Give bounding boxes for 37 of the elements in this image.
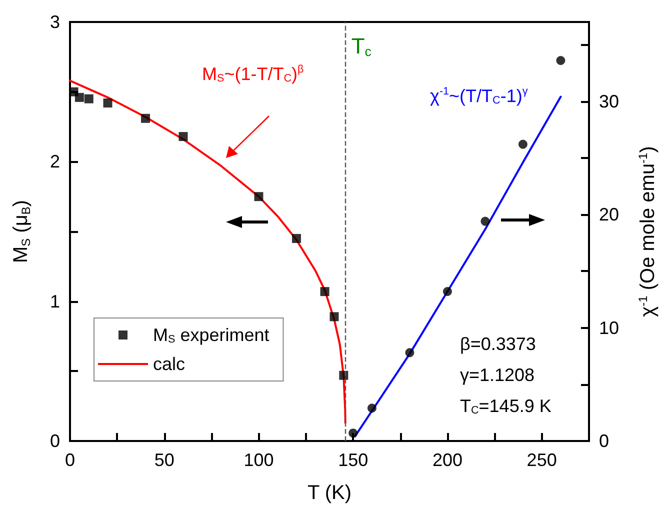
y2-axis-title: χ-1 (Oe mole emu-1) (636, 146, 659, 317)
y-axis-title: MS (μB) (10, 200, 33, 264)
point (140, 114, 150, 123)
x-tick-label: 200 (432, 450, 462, 470)
point (339, 370, 348, 380)
annotation: β=0.3373 (460, 334, 536, 354)
y2-tick-label: 20 (599, 204, 620, 225)
point (348, 428, 358, 438)
x-tick-label: 100 (244, 450, 274, 470)
point (84, 94, 94, 104)
y-tick-label: 1 (50, 291, 60, 312)
legend-label: calc (153, 354, 186, 374)
point (74, 92, 84, 102)
point (178, 132, 188, 142)
y2-tick-label: 10 (599, 318, 620, 338)
point (103, 98, 112, 108)
point (320, 287, 330, 296)
x-tick-label: 0 (64, 450, 76, 470)
x-axis-title: T (K) (307, 482, 352, 504)
y-tick-label: 0 (50, 431, 60, 451)
point (442, 287, 452, 296)
y2-tick-label: 30 (599, 91, 620, 112)
point (480, 216, 490, 226)
point (518, 140, 528, 149)
x-tick-label: 250 (526, 450, 557, 470)
point (556, 56, 566, 65)
y2-tick-label: 0 (599, 431, 610, 451)
annotation: γ=1.1208 (460, 365, 535, 385)
y-tick-label: 3 (50, 12, 60, 32)
y-tick-label: 2 (50, 152, 60, 172)
x-tick-label: 150 (338, 450, 368, 470)
x-tick-label: 50 (154, 450, 174, 470)
point (367, 404, 376, 413)
point (330, 312, 339, 322)
point (254, 192, 264, 202)
point (405, 348, 414, 358)
point (292, 234, 301, 243)
